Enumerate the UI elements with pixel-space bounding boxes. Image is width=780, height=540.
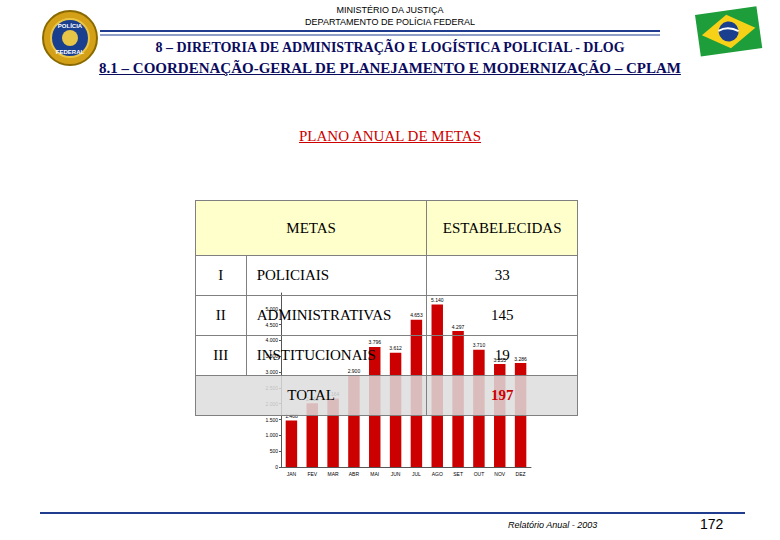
html-text:8.1 – COORDENAÇÃO-GERAL DE PLA: 8.1 – COORDENAÇÃO-GERAL DE PLANEJAMENTO … xyxy=(99,60,681,76)
html-text:TOTAL: TOTAL xyxy=(287,387,335,403)
svg-text:DEZ: DEZ xyxy=(516,471,526,477)
html-text:33: 33 xyxy=(494,267,510,283)
svg-text:3.612: 3.612 xyxy=(389,345,402,351)
svg-text:1.000: 1.000 xyxy=(265,432,278,438)
svg-text:3.710: 3.710 xyxy=(473,342,486,348)
html-text:172: 172 xyxy=(700,516,724,532)
svg-text:1.468: 1.468 xyxy=(285,413,298,420)
svg-text:FEDERAL: FEDERAL xyxy=(56,49,85,55)
svg-text:JUN: JUN xyxy=(391,471,401,477)
svg-text:3.286: 3.286 xyxy=(514,356,527,362)
svg-text:3.796: 3.796 xyxy=(368,339,381,345)
svg-text:JAN: JAN xyxy=(287,471,297,477)
html-text:INSTITUCIONAIS: INSTITUCIONAIS xyxy=(256,347,376,363)
svg-text:ABR: ABR xyxy=(349,471,360,477)
html-text:I: I xyxy=(218,267,224,283)
svg-text:500: 500 xyxy=(270,448,279,454)
svg-text:POLÍCIA: POLÍCIA xyxy=(58,22,83,29)
html-text:ADMINISTRATIVAS: ADMINISTRATIVAS xyxy=(256,307,392,323)
svg-text:JUL: JUL xyxy=(412,471,421,477)
html-text:Relatório Anual - 2003: Relatório Anual - 2003 xyxy=(508,520,598,530)
svg-text:OUT: OUT xyxy=(474,471,485,477)
html-text:19: 19 xyxy=(494,347,510,363)
svg-text:0: 0 xyxy=(275,464,278,470)
svg-text:1.500: 1.500 xyxy=(265,417,278,423)
svg-text:MAR: MAR xyxy=(328,471,340,477)
svg-text:NOV: NOV xyxy=(494,471,506,477)
svg-text:4.297: 4.297 xyxy=(452,324,465,330)
html-text:DEPARTAMENTO DE POLÍCIA FEDERA: DEPARTAMENTO DE POLÍCIA FEDERAL xyxy=(305,17,475,27)
html-text:POLICIAIS: POLICIAIS xyxy=(256,267,330,283)
html-text:METAS: METAS xyxy=(286,219,336,236)
svg-text:3.000: 3.000 xyxy=(265,369,278,375)
svg-text:FEV: FEV xyxy=(307,471,317,477)
svg-text:4.000: 4.000 xyxy=(265,337,278,343)
html-text:ESTABELECIDAS: ESTABELECIDAS xyxy=(442,219,562,236)
svg-text:SET: SET xyxy=(453,471,463,477)
svg-text:4.653: 4.653 xyxy=(410,312,423,318)
svg-text:AGO: AGO xyxy=(432,471,443,477)
html-text:197: 197 xyxy=(490,387,514,403)
svg-text:MAI: MAI xyxy=(370,471,379,477)
svg-text:5.140: 5.140 xyxy=(431,297,444,303)
svg-text:2.900: 2.900 xyxy=(348,368,361,374)
html-text:PLANO ANUAL DE METAS: PLANO ANUAL DE METAS xyxy=(299,128,481,144)
html-text:III: III xyxy=(213,347,229,363)
html-text:MINISTÉRIO DA JUSTIÇA: MINISTÉRIO DA JUSTIÇA xyxy=(336,5,444,15)
svg-text:4.500: 4.500 xyxy=(265,321,278,328)
html-text:8 – DIRETORIA DE ADMINISTRAÇÃO: 8 – DIRETORIA DE ADMINISTRAÇÃO E LOGÍSTI… xyxy=(155,40,625,55)
html-text:II: II xyxy=(215,307,226,323)
html-text:145: 145 xyxy=(490,307,514,323)
